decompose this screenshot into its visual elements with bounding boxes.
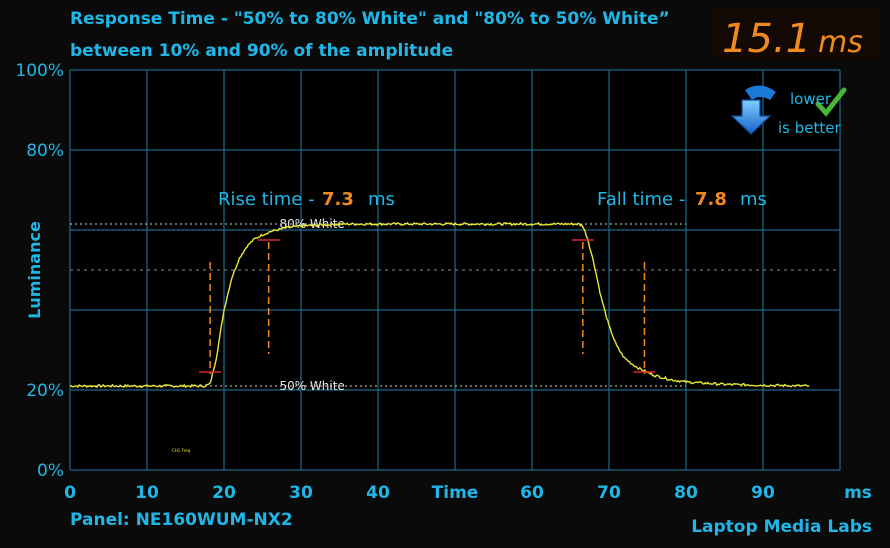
x-tick-label: 80 — [674, 483, 698, 503]
signal-series-line — [69, 221, 810, 389]
badge-line1: lower — [790, 90, 832, 108]
x-tick-label: Time — [432, 483, 479, 503]
y-tick-label: 20% — [26, 381, 64, 401]
x-tick-label: 10 — [135, 483, 159, 503]
reference-line-label: 80% White — [279, 217, 344, 231]
rise-unit: ms — [368, 189, 395, 210]
x-tick-label: 30 — [289, 483, 313, 503]
x-tick-label: 40 — [366, 483, 390, 503]
chart-title-line1: Response Time - "50% to 80% White" and "… — [70, 9, 670, 29]
fall-value: 7.8 — [695, 189, 727, 210]
series-layer — [69, 221, 810, 389]
grid — [69, 69, 841, 471]
y-tick-label: 100% — [15, 61, 64, 81]
x-tick-label: 90 — [751, 483, 775, 503]
rise-label: Rise time - — [218, 189, 315, 210]
total-unit: ms — [818, 25, 863, 60]
x-tick-labels: 0 10 20 30 40 Time 60 70 80 90 ms — [64, 483, 872, 503]
x-tick-label: 60 — [520, 483, 544, 503]
y-tick-label: 80% — [26, 141, 64, 161]
total-value: 15.1 — [722, 16, 811, 62]
down-arrow-icon — [730, 85, 776, 135]
check-icon — [815, 87, 847, 117]
brand-label: Laptop Media Labs — [691, 517, 872, 537]
y-tick-labels: 100% 80% 20% 0% — [15, 61, 64, 481]
legend-note: CH1 Freq — [172, 448, 191, 453]
reference-lines: 80% White 50% White — [70, 217, 686, 393]
x-tick-label: 0 — [64, 483, 76, 503]
total-display — [712, 8, 882, 60]
y-tick-label: 0% — [37, 461, 64, 481]
panel-label: Panel: NE160WUM-NX2 — [70, 510, 293, 530]
x-tick-label: 70 — [597, 483, 621, 503]
rise-value: 7.3 — [322, 189, 354, 210]
chart-title-line2: between 10% and 90% of the amplitude — [70, 41, 453, 61]
badge-line2: is better — [778, 119, 841, 137]
x-tick-label: 20 — [212, 483, 236, 503]
fall-label: Fall time - — [597, 189, 685, 210]
x-tick-label: ms — [844, 483, 872, 503]
annotations — [199, 239, 656, 374]
y-axis-label: Luminance — [25, 221, 44, 319]
reference-line-label: 50% White — [279, 379, 344, 393]
fall-unit: ms — [740, 189, 767, 210]
